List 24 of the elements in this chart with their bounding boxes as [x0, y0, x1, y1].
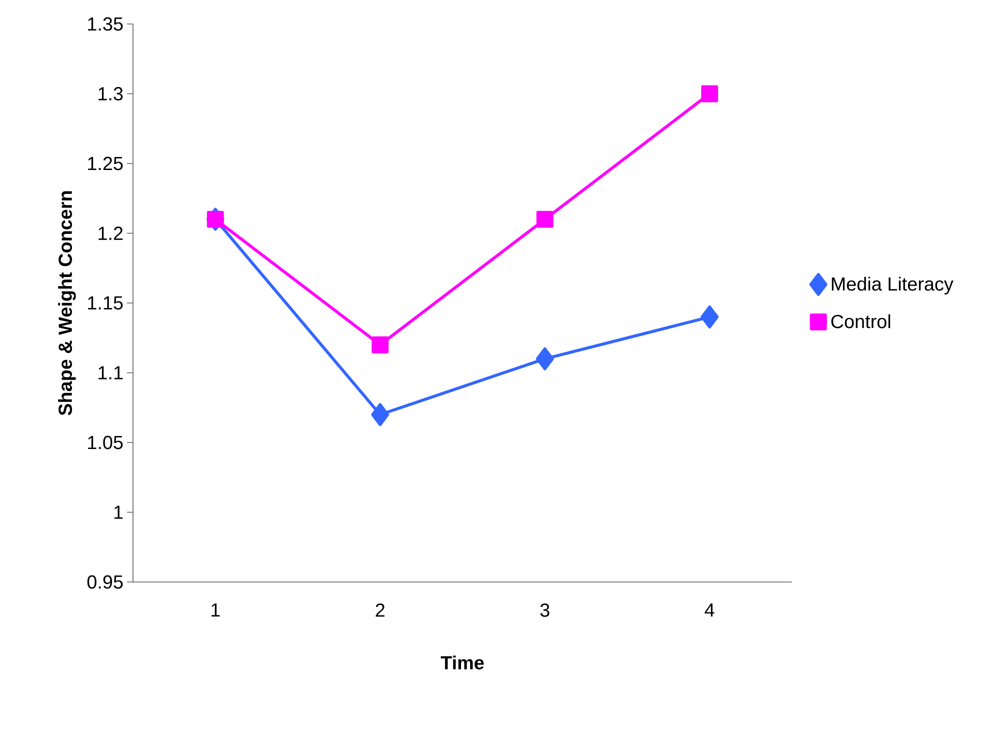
legend-label: Control [831, 314, 890, 328]
y-tick-label: 1.35 [88, 17, 123, 31]
y-tick-label: 1.3 [98, 87, 123, 100]
y-tick-label: 1.1 [98, 366, 123, 380]
point [372, 336, 389, 354]
x-tick-label: 2 [376, 603, 384, 617]
point [536, 347, 554, 370]
point [206, 210, 224, 228]
point [701, 85, 718, 102]
x-tick-label: 4 [704, 603, 714, 616]
y-tick-label: 0.95 [87, 575, 123, 589]
y-tick-label: 1 [114, 506, 123, 519]
point [371, 403, 390, 426]
x-axis-title: Time [440, 656, 484, 670]
point [700, 305, 719, 328]
legend-label: Media Literacy [832, 276, 954, 294]
y-tick-label: 1.15 [88, 296, 123, 310]
y-axis-title: Shape & Weight Concern [58, 191, 76, 416]
point [536, 210, 554, 228]
x-tick-label: 3 [540, 603, 550, 617]
y-tick-label: 1.25 [88, 156, 123, 170]
y-tick-label: 1.05 [88, 436, 123, 450]
x-tick-label: 1 [212, 603, 220, 616]
y-tick-label: 1.2 [98, 226, 123, 240]
